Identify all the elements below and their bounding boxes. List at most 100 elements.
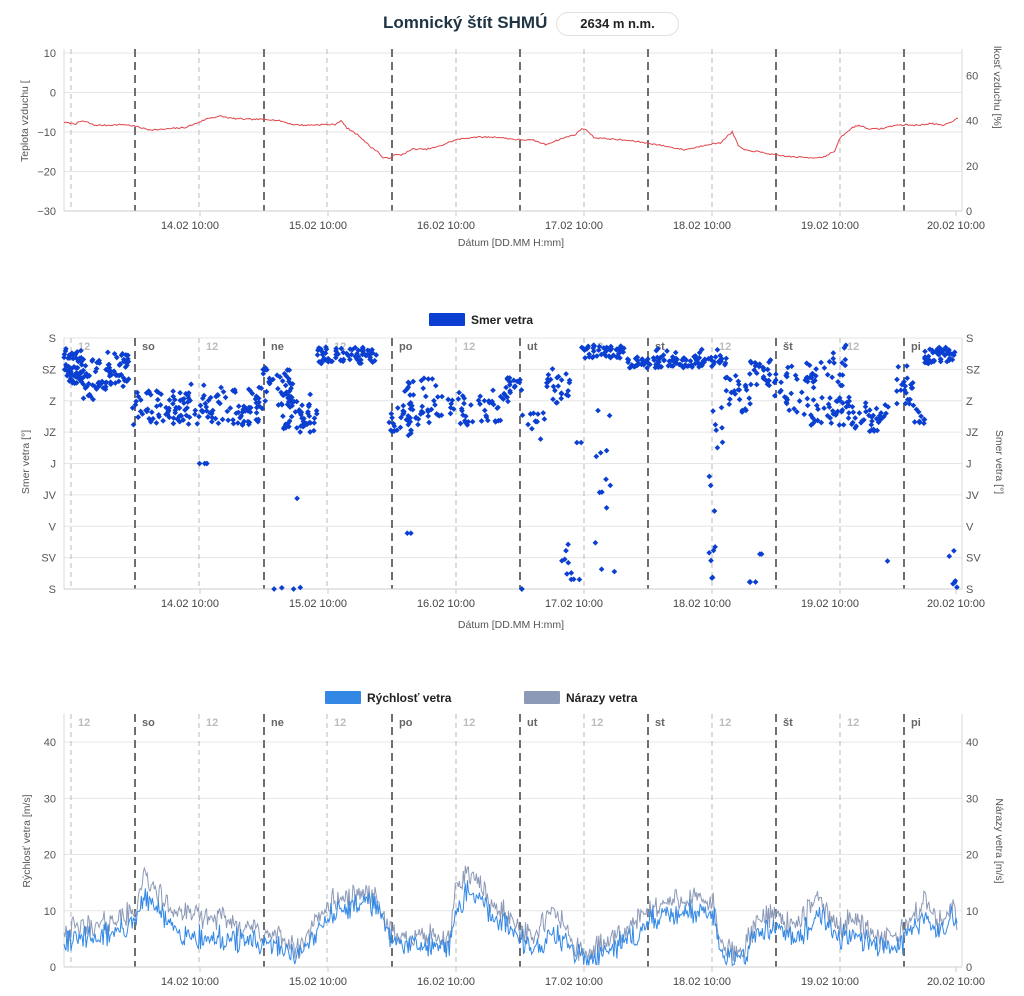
direction-point [316,358,322,365]
direction-point [503,384,509,391]
direction-point [553,399,560,406]
direction-point [170,400,176,407]
direction-point [93,365,100,372]
direction-point [742,384,749,390]
direction-point [899,381,905,388]
direction-point [170,388,176,395]
direction-point [84,373,91,380]
direction-point [512,383,518,389]
direction-point [810,379,817,385]
direction-point [197,402,204,409]
direction-point [711,508,718,514]
direction-point [785,364,791,371]
noon-label: 12 [847,341,859,353]
axes: 40 30 20 10 0 40 30 20 10 0 14.02 10:00 15.02 10:00… [44,714,985,988]
direction-point [242,408,249,414]
direction-point [121,377,128,384]
wind-gust-line [63,865,958,962]
y-tick-label-right: 0 [966,962,972,974]
direction-point [367,356,373,363]
direction-point [177,397,184,404]
direction-point [830,355,837,362]
direction-point [859,418,865,424]
direction-point [390,420,397,427]
day-markers [70,49,905,211]
direction-point [529,425,535,432]
direction-point [670,363,676,369]
direction-point [404,530,411,537]
day-label: ut [527,341,538,353]
wind-direction-chart: Smer vetra 12121212121212sonepoutstštpi … [20,313,1005,631]
direction-point [736,396,743,403]
direction-point [285,389,292,395]
direction-point [519,412,526,419]
direction-point [893,388,900,394]
direction-point [743,407,749,414]
direction-point [501,391,508,398]
direction-point [708,557,714,564]
direction-point [702,357,709,363]
direction-point [224,408,231,415]
direction-point [922,348,928,355]
direction-point [661,357,667,363]
y-axis-label-left: Teplota vzduchu [ [19,80,31,162]
day-label: ne [271,717,284,729]
direction-point [731,388,738,394]
direction-point [604,345,610,352]
direction-point [829,374,835,381]
direction-point [102,386,109,393]
y-tick-label-right: 20 [966,850,978,862]
y-tick-label-right: 0 [966,206,972,218]
direction-point [682,362,689,368]
direction-point [113,354,120,361]
direction-point [241,418,247,425]
direction-point [405,379,412,386]
y-tick-label-left: −30 [37,206,56,218]
direction-point [655,345,661,352]
direction-point [80,367,87,374]
direction-point [910,402,917,409]
direction-point [633,362,640,369]
direction-point [280,413,286,420]
direction-point [137,397,144,403]
direction-point [568,570,575,576]
direction-point [558,377,565,383]
direction-point [620,349,627,355]
direction-point [478,418,485,424]
direction-point [596,343,603,350]
direction-point [218,384,224,391]
direction-point [468,402,474,408]
direction-point [69,379,76,386]
direction-point [747,400,753,407]
direction-point [598,566,605,573]
y-tick-label-left: JZ [44,427,57,439]
direction-point [818,419,825,426]
direction-point [489,398,495,405]
y-tick-label-right: V [966,521,974,533]
wind-speed-chart: Rýchlosť vetra Nárazy vetra 12 12 12 12 12 12… [21,691,1005,988]
direction-point [469,418,476,425]
direction-point [664,348,670,354]
y-tick-label-left: 0 [50,962,56,974]
y-tick-label-left: V [49,521,57,533]
direction-point [73,374,79,380]
direction-point [599,489,605,495]
direction-point [200,408,206,415]
direction-point [937,356,944,362]
direction-point [135,414,141,421]
direction-point [285,398,292,405]
y-tick-label-right: 10 [966,906,978,918]
direction-point [166,397,173,403]
direction-point [184,399,191,405]
direction-point [766,382,773,389]
direction-point [628,362,635,368]
direction-point [545,371,552,378]
direction-point [456,389,462,396]
direction-point [253,409,260,416]
direction-point [578,439,585,446]
direction-point [66,352,73,358]
direction-point [753,381,760,388]
direction-point [707,482,714,489]
direction-point [106,361,112,368]
direction-point [321,355,327,362]
